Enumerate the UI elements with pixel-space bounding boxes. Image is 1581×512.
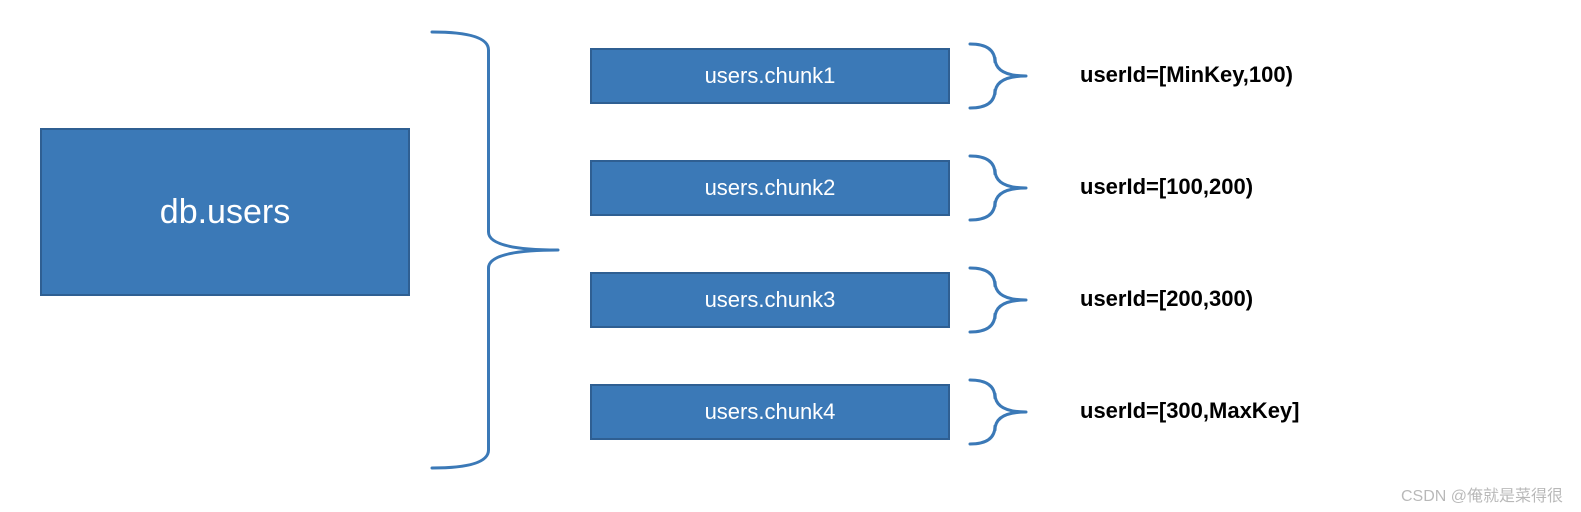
chunk-box-2: users.chunk2	[590, 160, 950, 216]
range-label-3: userId=[200,300)	[1080, 286, 1253, 312]
chunk-label: users.chunk1	[705, 63, 836, 89]
chunk-label: users.chunk3	[705, 287, 836, 313]
main-brace-path	[432, 32, 558, 468]
chunk-brace-2	[968, 154, 1028, 222]
db-collection-label: db.users	[160, 193, 290, 232]
watermark: CSDN @俺就是菜得很	[1401, 482, 1563, 506]
range-label-4: userId=[300,MaxKey]	[1080, 398, 1300, 424]
db-collection-box: db.users	[40, 128, 410, 296]
chunk-label: users.chunk4	[705, 399, 836, 425]
range-label-2: userId=[100,200)	[1080, 174, 1253, 200]
chunk-box-3: users.chunk3	[590, 272, 950, 328]
chunk-box-1: users.chunk1	[590, 48, 950, 104]
chunk-label: users.chunk2	[705, 175, 836, 201]
main-brace	[430, 30, 560, 470]
chunk-brace-3	[968, 266, 1028, 334]
chunk-brace-1	[968, 42, 1028, 110]
chunk-box-4: users.chunk4	[590, 384, 950, 440]
range-label-1: userId=[MinKey,100)	[1080, 62, 1293, 88]
chunk-brace-4	[968, 378, 1028, 446]
